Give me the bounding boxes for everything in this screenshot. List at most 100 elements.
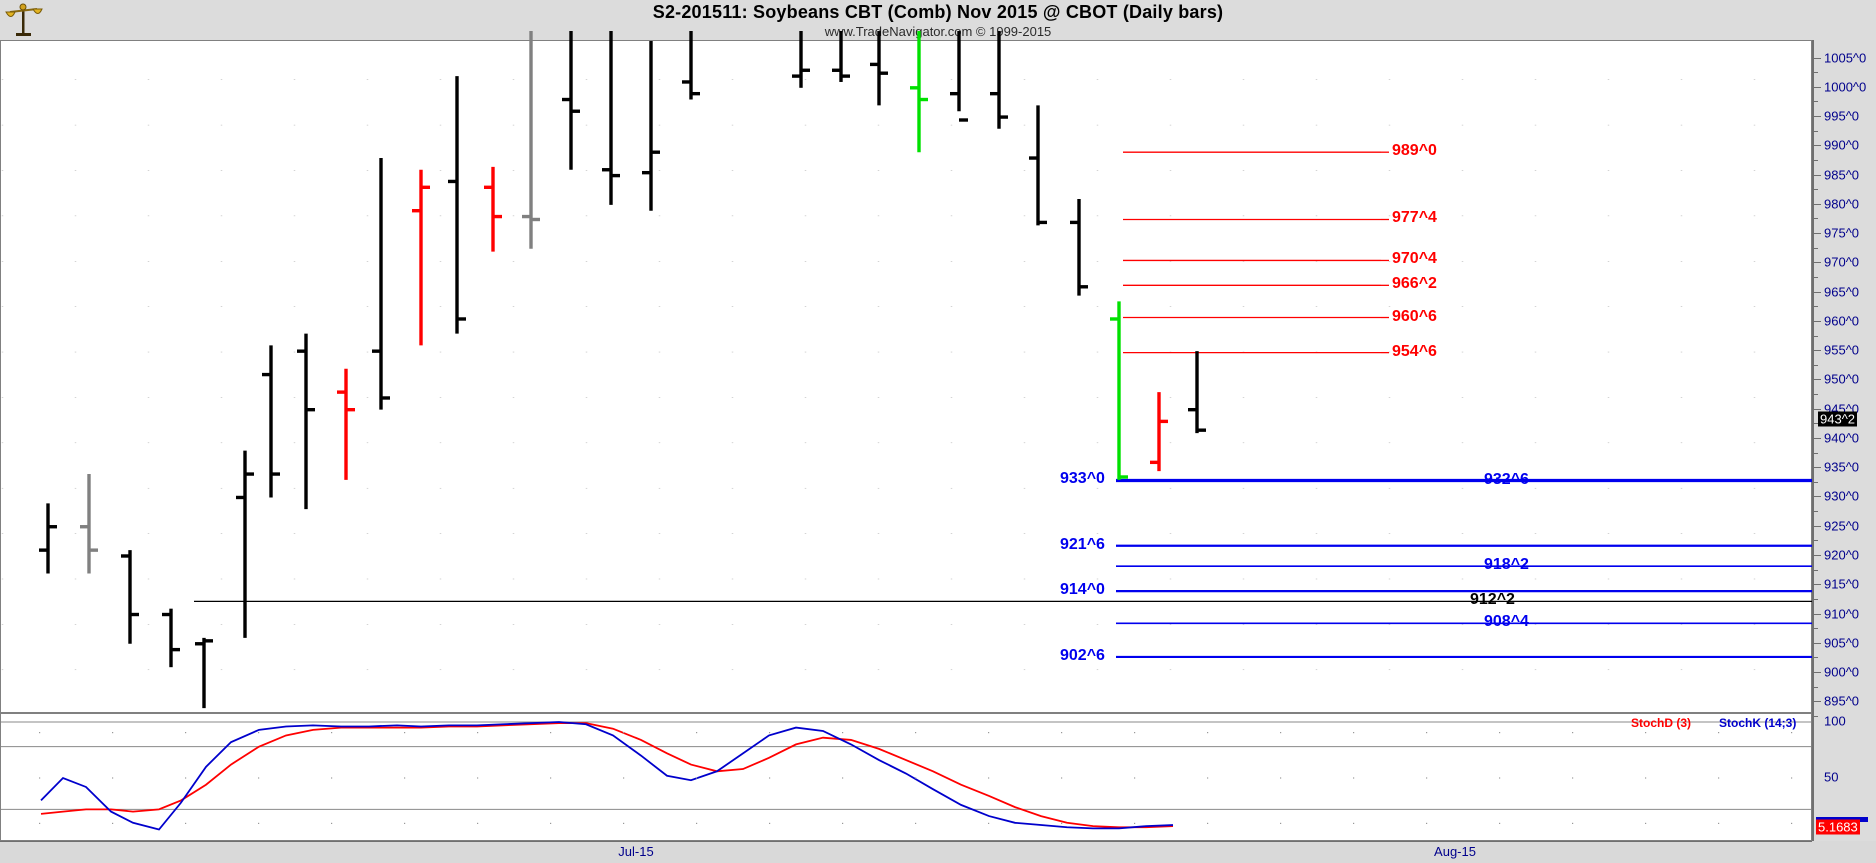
price-axis-tick-label: 985^0 xyxy=(1824,167,1860,183)
ohlc-bar[interactable] xyxy=(448,76,466,334)
resistance-level-label: 966^2 xyxy=(1392,275,1437,293)
price-axis-minor-tick xyxy=(1812,364,1818,366)
price-axis-tick-label: 960^0 xyxy=(1824,313,1860,329)
ohlc-bar[interactable] xyxy=(484,166,502,252)
price-axis-minor-tick xyxy=(1812,715,1818,717)
ohlc-bar[interactable] xyxy=(1150,392,1168,472)
ohlc-bar[interactable] xyxy=(642,41,660,211)
price-axis-tick-label: 975^0 xyxy=(1824,225,1860,241)
price-axis-tick xyxy=(1812,584,1821,586)
price-axis-tick-label: 965^0 xyxy=(1824,284,1860,300)
ohlc-bar[interactable] xyxy=(870,31,888,106)
legend-stoch-d[interactable]: StochD (3) xyxy=(1631,716,1691,730)
price-axis-minor-tick xyxy=(1812,598,1818,600)
ohlc-bar[interactable] xyxy=(792,31,810,88)
date-axis-rule xyxy=(0,841,1812,842)
axis-spine xyxy=(1812,40,1814,841)
price-axis-minor-tick xyxy=(1812,247,1818,249)
price-chart-pane[interactable]: TradeNavigator.com xyxy=(0,31,1813,728)
price-axis-minor-tick xyxy=(1812,394,1818,396)
price-axis-tick-label: 915^0 xyxy=(1824,576,1860,592)
price-axis-minor-tick xyxy=(1812,159,1818,161)
ohlc-bar[interactable] xyxy=(910,31,928,153)
ohlc-bar[interactable] xyxy=(522,31,540,249)
resistance-level-label: 954^6 xyxy=(1392,342,1437,360)
ohlc-bar[interactable] xyxy=(602,31,620,205)
price-axis-minor-tick xyxy=(1812,452,1818,454)
price-axis-tick-label: 980^0 xyxy=(1824,196,1860,212)
stoch-d-line[interactable] xyxy=(40,722,1174,829)
support-level-label: 932^6 xyxy=(1484,471,1529,489)
price-axis-tick xyxy=(1812,525,1821,527)
price-axis-tick-label: 895^0 xyxy=(1824,693,1860,709)
ohlc-bar[interactable] xyxy=(162,608,180,668)
price-axis-tick-label: 955^0 xyxy=(1824,342,1860,358)
ohlc-bar[interactable] xyxy=(337,368,355,480)
price-axis-tick xyxy=(1812,496,1821,498)
ohlc-bar[interactable] xyxy=(297,333,315,510)
price-axis-tick xyxy=(1812,145,1821,147)
resistance-level-label: 977^4 xyxy=(1392,209,1437,227)
price-axis-minor-tick xyxy=(1812,657,1818,659)
price-axis-tick-label: 1000^0 xyxy=(1824,79,1867,95)
price-axis-minor-tick xyxy=(1812,540,1818,542)
ohlc-bar[interactable] xyxy=(412,169,430,346)
ohlc-bar[interactable] xyxy=(832,31,850,82)
price-axis-tick xyxy=(1812,350,1821,352)
stoch-k-line[interactable] xyxy=(40,721,1174,831)
price-axis-minor-tick xyxy=(1812,218,1818,220)
price-axis-tick-label: 935^0 xyxy=(1824,459,1860,475)
date-axis-label: Jul-15 xyxy=(618,844,654,859)
support-level-label: 933^0 xyxy=(1060,469,1105,487)
ohlc-bar[interactable] xyxy=(1110,301,1128,480)
ohlc-bar[interactable] xyxy=(990,31,1008,129)
ohlc-bar[interactable] xyxy=(121,550,139,644)
price-axis[interactable] xyxy=(1812,40,1876,841)
ohlc-bar[interactable] xyxy=(1188,351,1206,434)
ohlc-bar[interactable] xyxy=(195,637,213,709)
stochastic-pane[interactable]: StochD (3) StochK (14;3) xyxy=(0,713,1812,841)
price-axis-tick xyxy=(1812,203,1821,205)
price-axis-minor-tick xyxy=(1812,306,1818,308)
ohlc-bar[interactable] xyxy=(1070,199,1088,296)
ohlc-bar[interactable] xyxy=(80,474,98,574)
price-axis-tick-label: 925^0 xyxy=(1824,518,1860,534)
price-axis-minor-tick xyxy=(1812,72,1818,74)
ohlc-bar[interactable] xyxy=(1029,105,1047,226)
support-level-label: 918^2 xyxy=(1484,556,1529,574)
ohlc-bar[interactable] xyxy=(262,345,280,498)
price-axis-minor-tick xyxy=(1812,569,1818,571)
price-axis-minor-tick xyxy=(1812,686,1818,688)
price-plot xyxy=(39,31,1813,709)
price-axis-tick-label: 905^0 xyxy=(1824,635,1860,651)
price-axis-tick-label: 940^0 xyxy=(1824,430,1860,446)
price-axis-tick-label: 995^0 xyxy=(1824,108,1860,124)
price-axis-minor-tick xyxy=(1812,628,1818,630)
price-axis-tick xyxy=(1812,701,1821,703)
grid-dots xyxy=(1,41,1811,712)
stoch-axis-100: 100 xyxy=(1824,713,1846,729)
legend-stoch-k[interactable]: StochK (14;3) xyxy=(1719,716,1797,730)
stoch-value-badge: 5.1683 xyxy=(1816,819,1860,835)
resistance-level-label: 989^0 xyxy=(1392,142,1437,160)
ohlc-bar[interactable] xyxy=(562,31,580,170)
ohlc-bar[interactable] xyxy=(682,31,700,100)
price-axis-tick-label: 910^0 xyxy=(1824,606,1860,621)
ohlc-bar[interactable] xyxy=(372,158,390,410)
support-level-label: 914^0 xyxy=(1060,581,1105,599)
price-axis-tick xyxy=(1812,554,1821,556)
page-title: S2-201511: Soybeans CBT (Comb) Nov 2015 … xyxy=(652,2,1224,22)
ohlc-bar[interactable] xyxy=(236,450,254,638)
price-axis-tick xyxy=(1812,379,1821,381)
support-level-label: 902^6 xyxy=(1060,646,1105,664)
ohlc-bar[interactable] xyxy=(39,503,57,574)
price-axis-tick xyxy=(1812,174,1821,176)
price-axis-tick xyxy=(1812,320,1821,322)
price-axis-minor-tick xyxy=(1812,481,1818,483)
ohlc-bar[interactable] xyxy=(950,31,968,122)
price-axis-tick xyxy=(1812,437,1821,439)
price-axis-tick xyxy=(1812,57,1821,59)
support-level-label: 908^4 xyxy=(1484,613,1529,631)
stochastic-plot xyxy=(1,721,1811,831)
